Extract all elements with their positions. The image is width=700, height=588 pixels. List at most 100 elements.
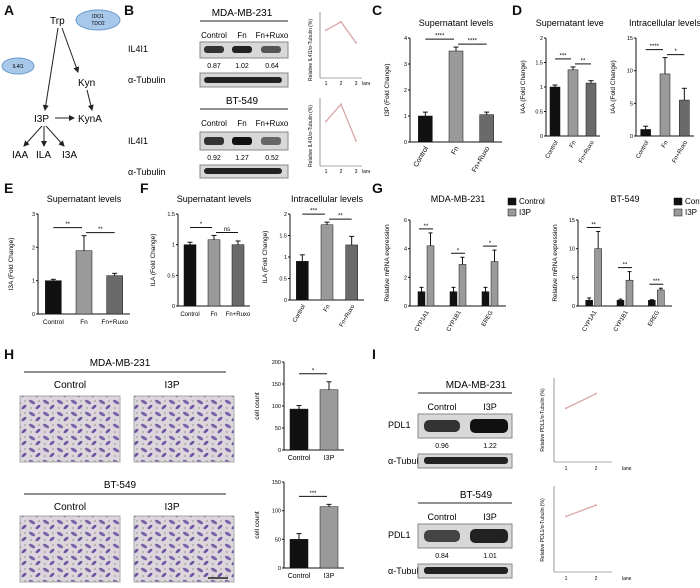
h-cond-2-i3p: I3P xyxy=(164,502,179,513)
chart-b1-series-line xyxy=(325,21,357,44)
chart-g2-ytick-label-2: 10 xyxy=(569,247,575,253)
kyn-label: Kyn xyxy=(78,78,95,89)
chart-b1-point-2 xyxy=(355,41,357,44)
blot-b2-value-1: 0.92 xyxy=(207,155,221,162)
chart-d1-ytick-label-3: 1.5 xyxy=(535,61,543,67)
h-image-bt-control xyxy=(19,515,121,583)
chart-g2-xtick-0: CYP1A1 xyxy=(582,309,599,333)
chart-d2-xtick-0: Control xyxy=(636,140,651,160)
blot-i2-band-2 xyxy=(470,529,508,543)
chart-c-sig-label-0: **** xyxy=(435,34,445,40)
chart-g1-title: MDA-MB-231 xyxy=(431,194,486,204)
chart-b2: Relative IL4I1/α-Tubulin (%) lane 1 2 3 xyxy=(308,98,370,175)
chart-h2: 0 50 100 150 cell count Control I3P *** xyxy=(254,480,344,580)
chart-d2: Intracellular levels 0 5 10 15 IAA (Fold Chan… xyxy=(610,18,700,164)
h-title-2: BT-549 xyxy=(104,480,137,491)
chart-h1-sig-label-0: * xyxy=(312,368,315,374)
blot-i1-title: MDA-MB-231 xyxy=(446,380,507,391)
chart-c-ytick-label-3: 3 xyxy=(404,62,407,68)
h-cond-2-control: Control xyxy=(54,502,86,513)
i3a-label: I3A xyxy=(62,150,77,161)
blot-b1-loading-band xyxy=(204,77,282,83)
blot-b2-lane-3: Fn+Ruxo xyxy=(256,119,289,128)
chart-c-ytick-label-0: 0 xyxy=(404,140,407,146)
chart-f1-title: Supernatant levels xyxy=(177,194,252,204)
chart-c-xtick-1: Fn xyxy=(451,145,461,156)
chart-e-xtick-2: Fn+Ruxo xyxy=(101,319,128,326)
blot-i1-value-1: 0.96 xyxy=(435,443,449,450)
blot-b1-value-1: 0.87 xyxy=(207,63,221,70)
chart-h1-bar-1 xyxy=(319,389,339,451)
chart-f1-sig-label-1: ns xyxy=(224,227,230,233)
chart-d2-bar-2 xyxy=(679,99,690,137)
chart-h1: 0 50 100 150 200 cell count Control I3P * xyxy=(254,360,344,462)
chart-e-bar-2 xyxy=(106,275,123,315)
chart-d1-ytick-label-0: 0 xyxy=(540,134,543,140)
il4i1-ellipse xyxy=(1,57,35,75)
chart-f2: Intracellular levels 0 0.5 1 1.5 2 ILA (Fold C… xyxy=(262,194,364,328)
chart-c-sig-label-1: **** xyxy=(468,39,478,45)
chart-d1-ylabel: IAA (Fold Change) xyxy=(520,60,527,113)
panel-label-i: I xyxy=(372,346,376,362)
chart-i1-point-1 xyxy=(595,392,597,395)
chart-b2-series-line xyxy=(325,103,357,141)
chart-b1-point-0 xyxy=(325,29,327,32)
blot-b1-value-3: 0.64 xyxy=(265,63,279,70)
chart-d2-xtick-2: Fn+Ruxo xyxy=(672,139,690,164)
chart-b1-xtick-3: 3 xyxy=(355,81,358,87)
chart-f1-bar-0 xyxy=(183,244,197,307)
chart-h2-ytick-label-1: 50 xyxy=(275,537,281,543)
chart-i2-series-line xyxy=(565,504,597,518)
chart-d1: Supernatant levels 0 0.5 1 1.5 2 IAA (Fold Cha… xyxy=(520,18,604,164)
chart-b2-point-0 xyxy=(325,120,327,123)
chart-i2-xlabel: lane xyxy=(622,576,632,582)
chart-g2-bar-i3p-0 xyxy=(594,248,602,307)
blot-b2-lane-1: Control xyxy=(201,119,227,128)
chart-f1-bar-1 xyxy=(207,239,221,307)
chart-g2-bar-control-1 xyxy=(616,300,625,307)
chart-b2-xtick-3: 3 xyxy=(355,169,358,175)
chart-d2-bar-1 xyxy=(659,73,671,137)
chart-b2-xtick-2: 2 xyxy=(340,169,343,175)
chart-c-ylabel: I3P (Fold Change) xyxy=(384,64,391,117)
chart-h2-ytick-label-0: 0 xyxy=(278,566,281,572)
chart-d1-bar-1 xyxy=(567,69,579,137)
blot-b1-lane-2: Fn xyxy=(237,31,246,40)
chart-d1-ytick-label-1: 0.5 xyxy=(535,110,543,116)
blot-i1-loading-band xyxy=(424,457,508,464)
chart-d1-ytick-label-2: 1 xyxy=(540,85,543,91)
chart-h1-xtick-0: Control xyxy=(288,455,311,462)
chart-f2-xtick-1: Fn xyxy=(323,304,332,313)
blot-b2-band-1 xyxy=(204,137,224,145)
chart-g2-bar-i3p-1 xyxy=(625,279,634,307)
chart-i1-xtick-2: 2 xyxy=(595,466,598,472)
chart-e-sig-label-0: ** xyxy=(65,222,70,228)
chart-h1-ytick-label-2: 100 xyxy=(272,404,281,410)
blot-b2-value-3: 0.52 xyxy=(265,155,279,162)
chart-b2-xtick-1: 1 xyxy=(325,169,328,175)
chart-b1-xtick-1: 1 xyxy=(325,81,328,87)
chart-f1-xtick-2: Fn+Ruxo xyxy=(226,312,251,318)
chart-f1-xtick-1: Fn xyxy=(210,312,217,318)
chart-f1: Supernatant levels 0 0.5 1 1.5 ILA (Fold Chan… xyxy=(150,194,252,318)
chart-i1-xlabel: lane xyxy=(622,466,632,472)
blot-b1-lane-3: Fn+Ruxo xyxy=(256,31,289,40)
chart-g2-sig-label-2: *** xyxy=(653,279,661,285)
trp-to-i3p-arrow xyxy=(42,27,59,111)
chart-g1-xtick-1: CYP1B1 xyxy=(446,309,463,333)
chart-d2-ytick-label-0: 0 xyxy=(630,134,633,140)
chart-g2-title: BT-549 xyxy=(610,194,639,204)
blot-i2-target: PDL1 xyxy=(388,530,411,540)
chart-c-ytick-label-4: 4 xyxy=(404,36,407,42)
kyn-to-kyna-arrow xyxy=(86,89,94,111)
chart-i1-series-line xyxy=(565,393,597,409)
chart-d2-bar-0 xyxy=(640,129,651,137)
h-title-1: MDA-MB-231 xyxy=(90,358,151,369)
chart-f1-xtick-0: Control xyxy=(180,312,199,318)
chart-f2-bar-0 xyxy=(296,261,309,301)
chart-f2-ytick-label-0: 0 xyxy=(284,298,287,304)
chart-e: Supernatant levels 0 1 2 3 I3A (Fold Change) C… xyxy=(8,194,130,326)
chart-b1: Relative IL4I1/α-Tubulin (%) lane 1 2 3 xyxy=(308,12,370,87)
chart-h2-xtick-0: Control xyxy=(288,573,311,580)
